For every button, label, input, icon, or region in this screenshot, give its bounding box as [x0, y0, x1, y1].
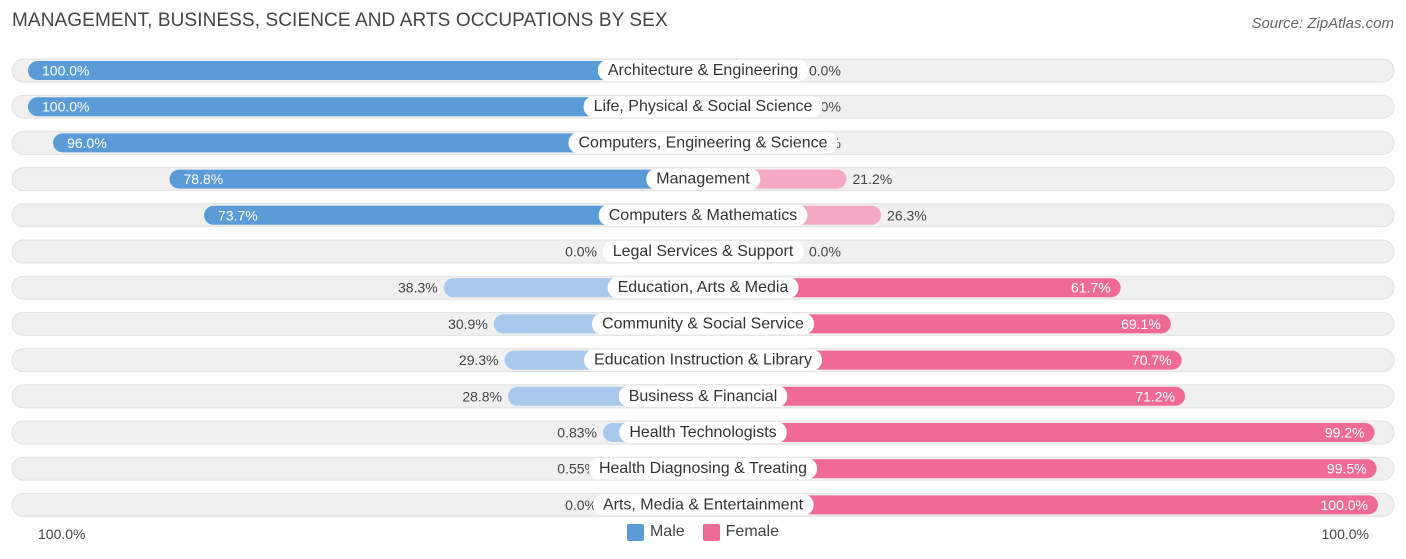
male-value-label: 28.8%	[462, 388, 502, 404]
male-value-label: 0.83%	[557, 425, 597, 441]
female-value-label: 69.1%	[1121, 316, 1161, 332]
female-bar	[703, 495, 1378, 515]
category-label: Management	[656, 171, 750, 188]
male-value-label: 96.0%	[67, 135, 107, 151]
category-label: Architecture & Engineering	[608, 62, 798, 79]
male-value-label: 30.9%	[448, 316, 488, 332]
diverging-bar-chart: 100.0% 0.0% Architecture & Engineering 100.…	[11, 58, 1395, 517]
female-bar	[703, 386, 1186, 406]
female-value-label: 0.0%	[809, 244, 841, 260]
female-value-label: 70.7%	[1132, 352, 1172, 368]
category-label: Arts, Media & Entertainment	[603, 496, 804, 513]
category-label-pill	[588, 458, 818, 480]
category-label: Computers, Engineering & Science	[578, 134, 827, 151]
male-value-label: 100.0%	[42, 63, 89, 79]
category-label-pill	[619, 422, 787, 443]
category-label-pill	[602, 241, 804, 262]
female-value-label: 26.3%	[887, 207, 927, 223]
female-bar	[703, 423, 1375, 442]
female-bar	[703, 314, 1171, 334]
female-bar	[703, 350, 1182, 370]
category-label: Computers & Mathematics	[609, 207, 798, 224]
legend-male-label: Male	[649, 523, 685, 540]
female-value-label: 71.2%	[1135, 388, 1175, 404]
category-label-pill	[597, 60, 809, 81]
male-value-label: 29.3%	[459, 352, 499, 368]
axis-right-label: 100.0%	[1321, 526, 1369, 542]
category-label: Health Technologists	[629, 424, 776, 441]
male-bar	[53, 133, 703, 153]
category-label-pill	[592, 494, 814, 516]
category-label: Life, Physical & Social Science	[594, 98, 813, 115]
category-label: Health Diagnosing & Treating	[599, 460, 807, 477]
female-bar	[703, 459, 1377, 479]
male-value-label: 78.8%	[184, 171, 224, 187]
category-label-pill	[598, 204, 808, 226]
female-value-label: 99.5%	[1327, 461, 1367, 477]
male-value-label: 0.0%	[565, 244, 597, 260]
female-value-label: 61.7%	[1071, 280, 1111, 296]
axis-left-label: 100.0%	[38, 526, 86, 542]
female-value-label: 21.2%	[853, 171, 893, 187]
category-label: Education Instruction & Library	[594, 352, 812, 369]
category-label: Legal Services & Support	[613, 243, 794, 260]
female-value-label: 0.0%	[809, 63, 841, 79]
category-label-pill	[592, 313, 815, 335]
female-value-label: 99.2%	[1325, 425, 1365, 441]
female-swatch	[702, 523, 720, 541]
male-value-label: 73.7%	[218, 207, 258, 223]
legend-item-female: Female	[702, 523, 780, 541]
source-credit: Source: ZipAtlas.com	[1251, 15, 1394, 32]
category-label-pill	[618, 385, 788, 407]
legend: Male Female	[0, 523, 1406, 541]
legend-female-label: Female	[725, 523, 780, 540]
category-label-pill	[584, 349, 822, 371]
legend-item-male: Male	[626, 523, 685, 541]
male-bar	[169, 169, 704, 189]
category-label: Business & Financial	[629, 388, 778, 405]
category-label: Education, Arts & Media	[618, 279, 789, 296]
category-label-pill	[646, 168, 761, 190]
male-bar	[28, 61, 703, 80]
female-bar	[703, 278, 1121, 298]
female-value-label: 100.0%	[1321, 497, 1368, 513]
category-label-pill	[607, 277, 799, 299]
male-value-label: 100.0%	[42, 99, 89, 115]
male-bar	[28, 97, 703, 117]
male-swatch	[626, 523, 644, 541]
category-label-pill	[568, 132, 838, 154]
male-value-label: 0.55%	[557, 461, 597, 477]
chart-title: MANAGEMENT, BUSINESS, SCIENCE AND ARTS O…	[12, 10, 668, 31]
male-value-label: 38.3%	[398, 280, 438, 296]
male-bar	[204, 205, 703, 225]
male-value-label: 0.0%	[565, 497, 597, 513]
category-label-pill	[583, 96, 823, 118]
category-label: Community & Social Service	[602, 315, 804, 332]
